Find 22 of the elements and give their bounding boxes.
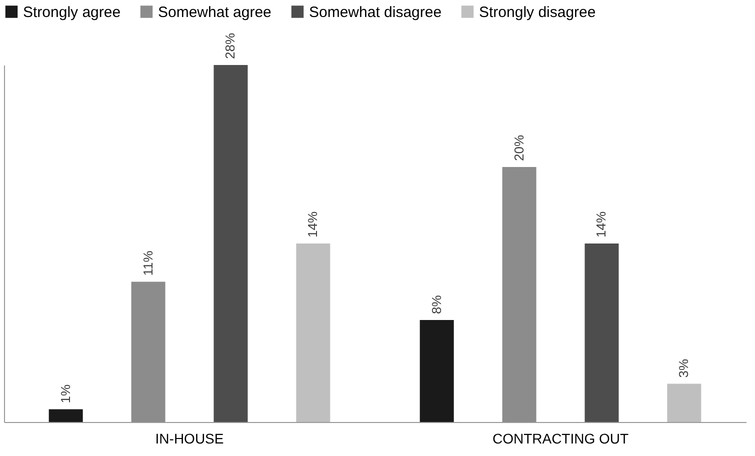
data-label: 28% — [222, 32, 238, 59]
data-label: 11% — [140, 250, 156, 276]
legend-label: Strongly disagree — [479, 4, 596, 21]
bar — [502, 167, 536, 422]
data-label: 14% — [305, 211, 320, 238]
bar — [48, 409, 83, 422]
bar — [584, 244, 619, 422]
data-label: 14% — [594, 211, 609, 238]
legend-label: Somewhat disagree — [309, 4, 442, 21]
bar — [420, 320, 454, 422]
data-label: 8% — [428, 294, 444, 314]
bar — [296, 244, 330, 422]
legend-label: Somewhat agree — [158, 4, 272, 21]
data-label: 20% — [511, 134, 526, 161]
x-tick-label: CONTRACTING OUT — [492, 430, 629, 446]
bar — [131, 282, 166, 422]
bar — [214, 65, 248, 422]
x-tick-label: IN-HOUSE — [155, 430, 224, 446]
bar — [667, 384, 702, 422]
legend-label: Strongly agree — [23, 4, 121, 21]
data-label: 1% — [58, 384, 73, 404]
data-label: 3% — [676, 358, 692, 378]
